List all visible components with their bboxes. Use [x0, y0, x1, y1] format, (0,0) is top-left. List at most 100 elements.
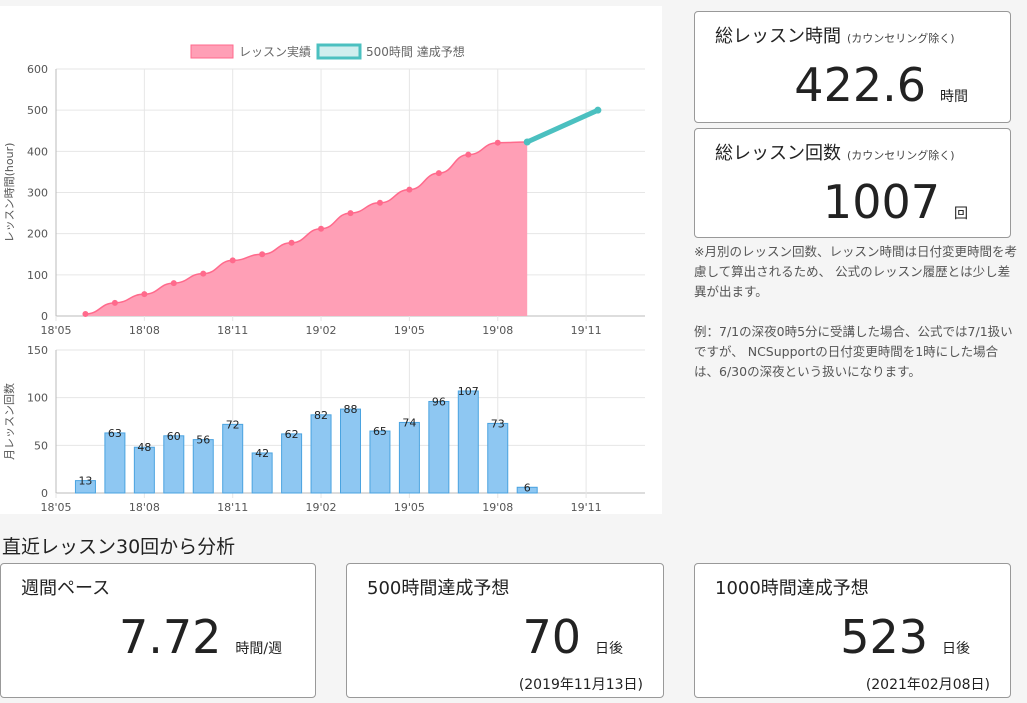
charts-svg: レッスン実績 500時間 達成予想010020030040050060018'05…	[3, 43, 645, 514]
forecast-1000-unit: 日後	[942, 641, 970, 657]
line-chart-ytick-label: 0	[41, 310, 48, 323]
bar-value-label: 65	[373, 425, 387, 438]
bar-value-label: 74	[402, 416, 416, 429]
forecast-500-date: (2019年11月13日)	[518, 677, 643, 693]
total-count-card: 総レッスン回数 (カウンセリング除く) 1007 回	[694, 128, 1011, 238]
line-chart-xtick-label: 18'05	[40, 324, 71, 337]
total-hours-note: (カウンセリング除く)	[847, 32, 955, 45]
bar	[340, 408, 361, 494]
line-chart-ytick-label: 300	[27, 187, 48, 200]
bar-value-label: 60	[167, 430, 181, 443]
actual-point	[229, 257, 236, 264]
total-hours-unit: 時間	[940, 89, 968, 105]
bar	[310, 414, 332, 494]
line-chart-ytick-label: 200	[27, 228, 48, 241]
bar	[516, 486, 538, 494]
bar	[133, 446, 155, 494]
bar	[251, 452, 273, 494]
bar-value-label: 107	[458, 385, 479, 398]
bar	[104, 432, 126, 494]
line-chart-xtick-label: 18'11	[217, 324, 248, 337]
bar-value-label: 88	[344, 403, 358, 416]
actual-point	[435, 170, 442, 177]
bar	[457, 390, 479, 494]
actual-point	[494, 139, 501, 146]
bar-value-label: 56	[196, 434, 210, 447]
note-1: ※月別のレッスン回数、レッスン時間は日付変更時間を考慮して算出されるため、 公式…	[694, 244, 1017, 299]
line-chart-ylabel: レッスン時間(hour)	[3, 143, 16, 243]
bar	[281, 433, 303, 494]
actual-line	[85, 141, 528, 315]
forecast-1000-title: 1000時間達成予想	[715, 578, 869, 599]
bar-value-label: 73	[491, 417, 505, 430]
actual-point	[376, 199, 383, 206]
total-count-note: (カウンセリング除く)	[847, 149, 955, 162]
chart-panel: レッスン実績 500時間 達成予想 0 100 200 300 400 500 600 18'05…	[0, 6, 662, 514]
forecast-500-title: 500時間達成予想	[367, 578, 510, 599]
actual-point	[259, 251, 266, 258]
bar-chart-xtick-label: 19'11	[571, 501, 602, 514]
bar	[74, 480, 96, 494]
legend-swatch-actual	[190, 44, 234, 59]
bar	[192, 439, 214, 494]
actual-point	[82, 310, 89, 317]
actual-area	[85, 142, 528, 316]
bar-chart-xtick-label: 18'05	[40, 501, 71, 514]
bar-chart-ytick-label: 100	[27, 392, 48, 405]
line-chart-xtick-label: 19'02	[306, 324, 337, 337]
forecast-500-unit: 日後	[595, 641, 623, 657]
weekly-pace-value: 7.72 時間/週	[119, 610, 283, 664]
total-count-value: 1007 回	[822, 175, 968, 229]
bar-value-label: 42	[255, 447, 269, 460]
bar-chart-xtick-label: 18'08	[129, 501, 160, 514]
forecast-point	[594, 106, 602, 114]
bar-value-label: 82	[314, 409, 328, 422]
legend-swatch-forecast	[316, 43, 362, 60]
line-chart-ytick-label: 400	[27, 145, 48, 158]
legend-label-actual: レッスン実績	[239, 44, 311, 59]
bar-value-label: 72	[226, 418, 240, 431]
bar	[487, 422, 509, 494]
bar-value-label: 48	[137, 441, 151, 454]
weekly-pace-unit: 時間/週	[235, 641, 283, 657]
total-count-unit: 回	[954, 206, 968, 222]
bar-chart-ylabel: 月レッスン回数	[3, 383, 16, 460]
total-hours-title: 総レッスン時間 (カウンセリング除く)	[715, 26, 955, 47]
line-chart-ytick-label: 600	[27, 63, 48, 76]
actual-point	[141, 291, 148, 298]
bar-value-label: 6	[524, 481, 531, 494]
forecast-1000-value: 523 日後	[840, 610, 970, 664]
total-hours-card: 総レッスン時間 (カウンセリング除く) 422.6 時間	[694, 11, 1011, 123]
bar	[222, 423, 244, 494]
actual-point	[200, 270, 207, 277]
weekly-pace-card: 週間ペース 7.72 時間/週	[0, 563, 316, 698]
line-chart-xtick-label: 19'11	[571, 324, 602, 337]
bar-value-label: 63	[108, 427, 122, 440]
section-title: 直近レッスン30回から分析	[2, 536, 236, 558]
forecast-line	[524, 107, 601, 145]
bar-value-label: 62	[285, 428, 299, 441]
bar-value-label: 96	[432, 395, 446, 408]
actual-point	[465, 151, 472, 158]
forecast-500-value: 70 日後	[522, 610, 623, 664]
line-chart-ytick-label: 100	[27, 269, 48, 282]
bar-chart-ytick-label: 50	[34, 439, 48, 452]
actual-point	[111, 299, 118, 306]
actual-point	[347, 210, 354, 217]
bar-chart-xtick-label: 19'05	[394, 501, 425, 514]
actual-point	[406, 186, 413, 193]
forecast-point	[523, 138, 531, 146]
bar-chart-xtick-label: 19'08	[482, 501, 513, 514]
bar-chart-ytick-label: 0	[41, 487, 48, 500]
forecast-500-card: 500時間達成予想 70 日後 (2019年11月13日)	[346, 563, 664, 698]
bar	[398, 421, 420, 494]
total-count-title: 総レッスン回数 (カウンセリング除く)	[715, 143, 955, 164]
total-hours-value: 422.6 時間	[794, 58, 968, 112]
line-chart-ytick-label: 500	[27, 104, 48, 117]
actual-point	[318, 225, 325, 232]
legend-label-forecast: 500時間 達成予想	[366, 44, 465, 59]
bar	[163, 435, 185, 494]
weekly-pace-title: 週間ペース	[21, 578, 111, 599]
forecast-1000-card: 1000時間達成予想 523 日後 (2021年02月08日)	[694, 563, 1011, 698]
actual-point	[288, 239, 295, 246]
